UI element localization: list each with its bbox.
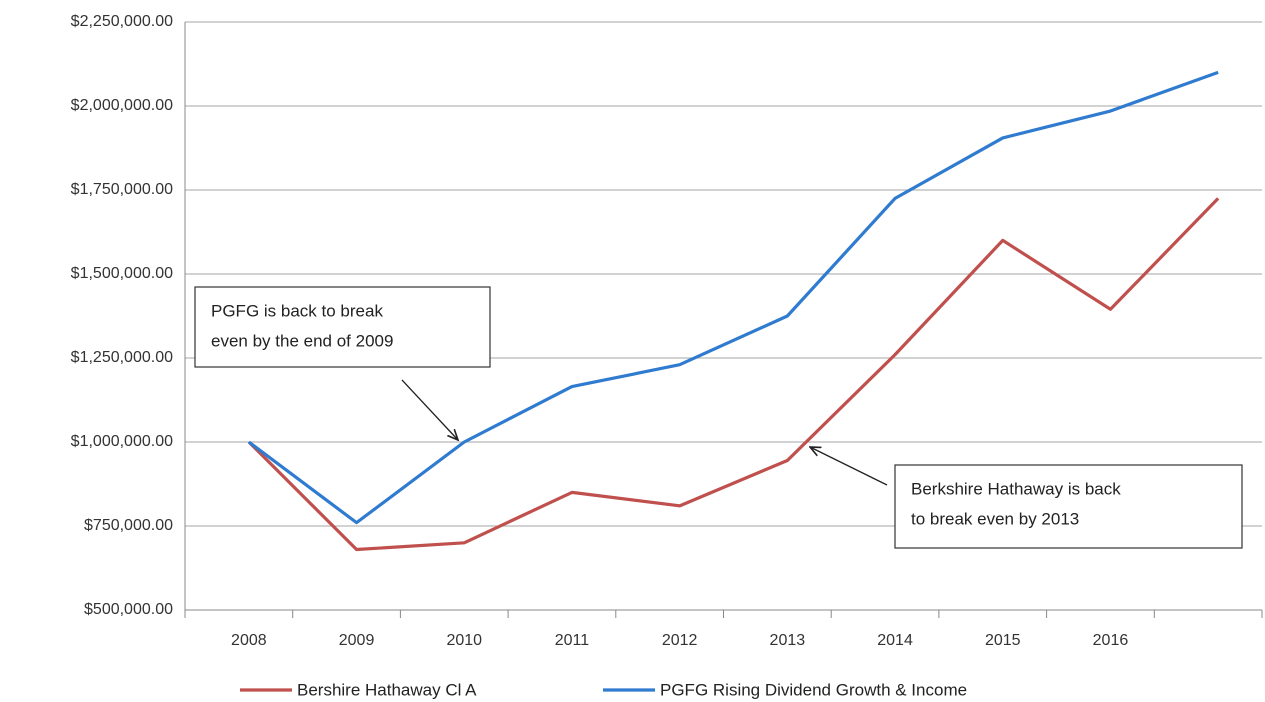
y-tick-label: $1,250,000.00 <box>71 349 173 366</box>
annotation-arrow <box>810 447 888 486</box>
annotation-text: even by the end of 2009 <box>211 331 393 350</box>
annotation-arrow <box>401 379 458 440</box>
x-tick-label: 2009 <box>339 632 375 649</box>
x-tick-label: 2008 <box>231 632 267 649</box>
y-tick-label: $2,000,000.00 <box>71 97 173 114</box>
annotation-box <box>194 286 491 368</box>
x-tick-label: 2014 <box>877 632 913 649</box>
annotation-box <box>894 464 1243 549</box>
legend-label: PGFG Rising Dividend Growth & Income <box>660 680 967 699</box>
data-line <box>247 70 1219 525</box>
y-tick-label: $750,000.00 <box>84 517 173 534</box>
x-tick-label: 2015 <box>985 632 1021 649</box>
legend-label: Bershire Hathaway Cl A <box>297 680 477 699</box>
annotation-text: Berkshire Hathaway is back <box>911 479 1121 498</box>
y-tick-label: $1,000,000.00 <box>71 433 173 450</box>
x-tick-label: 2011 <box>555 632 590 649</box>
x-tick-label: 2013 <box>770 632 806 649</box>
x-tick-label: 2010 <box>446 632 482 649</box>
annotation-text: PGFG is back to break <box>211 301 383 320</box>
y-tick-label: $1,500,000.00 <box>71 265 173 282</box>
y-tick-label: $1,750,000.00 <box>71 181 173 198</box>
y-tick-label: $2,250,000.00 <box>71 13 173 30</box>
annotation-text: to break even by 2013 <box>911 509 1079 528</box>
y-tick-label: $500,000.00 <box>84 601 173 618</box>
x-tick-label: 2012 <box>662 632 698 649</box>
x-tick-label: 2016 <box>1093 632 1129 649</box>
data-line <box>247 197 1220 552</box>
